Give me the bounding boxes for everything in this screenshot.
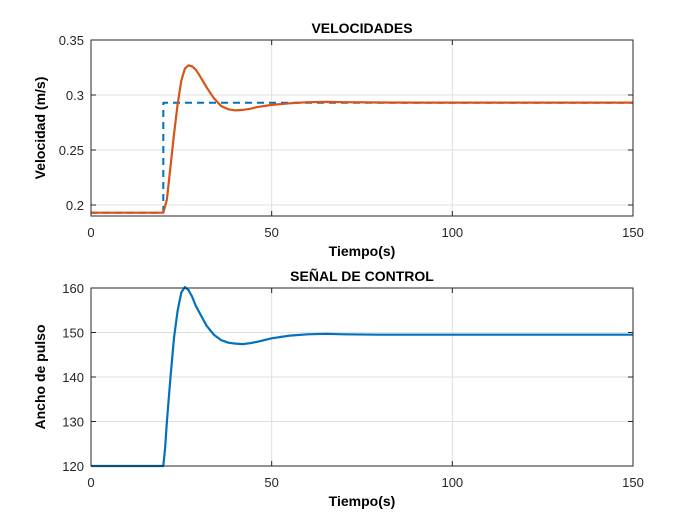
senal-control-chart: 0 50 100 150 120 130 140 150 160 SEÑAL DE CONTRO… <box>32 267 644 509</box>
x-tick-label: 150 <box>622 475 644 490</box>
y-tick-label: 160 <box>62 281 84 296</box>
y-tick-label: 0.3 <box>66 88 84 103</box>
x-tick-label: 50 <box>264 225 278 240</box>
x-tick-label: 150 <box>622 225 644 240</box>
chart-title: SEÑAL DE CONTROL <box>290 267 434 284</box>
y-tick-label: 0.35 <box>59 33 84 48</box>
grid-lines <box>90 39 634 216</box>
tick-layer: 0 50 100 150 0.2 0.25 0.3 0.35 <box>59 33 644 240</box>
x-axis-label: Tiempo(s) <box>329 243 396 259</box>
grid-lines <box>90 287 634 467</box>
series-layer <box>91 64 633 214</box>
y-tick-label: 140 <box>62 370 84 385</box>
series-layer <box>91 286 633 468</box>
x-tick-label: 50 <box>264 475 278 490</box>
tick-layer: 0 50 100 150 120 130 140 150 160 <box>62 281 644 490</box>
x-tick-label: 0 <box>87 475 94 490</box>
axes-frame <box>90 39 634 217</box>
y-axis-label: Velocidad (m/s) <box>32 77 48 180</box>
y-tick-label: 120 <box>62 459 84 474</box>
y-tick-label: 0.25 <box>59 143 84 158</box>
response-series-line <box>91 64 633 214</box>
x-tick-label: 100 <box>441 475 463 490</box>
response-series-line <box>91 286 633 468</box>
y-tick-label: 130 <box>62 415 84 430</box>
velocidades-chart: 0 50 100 150 0.2 0.25 0.3 0.35 VELOCIDADES Tiem… <box>32 20 644 259</box>
x-tick-label: 0 <box>87 225 94 240</box>
x-tick-label: 100 <box>441 225 463 240</box>
y-tick-label: 0.2 <box>66 198 84 213</box>
x-axis-label: Tiempo(s) <box>329 493 396 509</box>
chart-title: VELOCIDADES <box>311 20 412 36</box>
y-axis-label: Ancho de pulso <box>32 325 48 430</box>
y-tick-label: 150 <box>62 326 84 341</box>
